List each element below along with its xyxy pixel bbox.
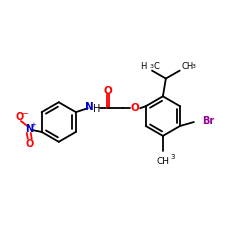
- Text: −: −: [21, 110, 28, 118]
- Text: 3: 3: [149, 64, 153, 69]
- Text: O: O: [26, 139, 34, 149]
- Text: 3: 3: [192, 64, 196, 69]
- Text: H: H: [140, 62, 146, 71]
- Text: O: O: [103, 86, 112, 97]
- Text: N: N: [85, 102, 94, 112]
- Text: CH: CH: [156, 157, 170, 166]
- Text: Br: Br: [202, 116, 214, 126]
- Text: O: O: [16, 112, 24, 122]
- Text: +: +: [31, 122, 37, 128]
- Text: C: C: [153, 62, 159, 71]
- Text: N: N: [25, 124, 33, 134]
- Text: H: H: [93, 104, 100, 114]
- Text: O: O: [131, 103, 140, 113]
- Text: 3: 3: [171, 154, 175, 160]
- Text: CH: CH: [182, 62, 194, 71]
